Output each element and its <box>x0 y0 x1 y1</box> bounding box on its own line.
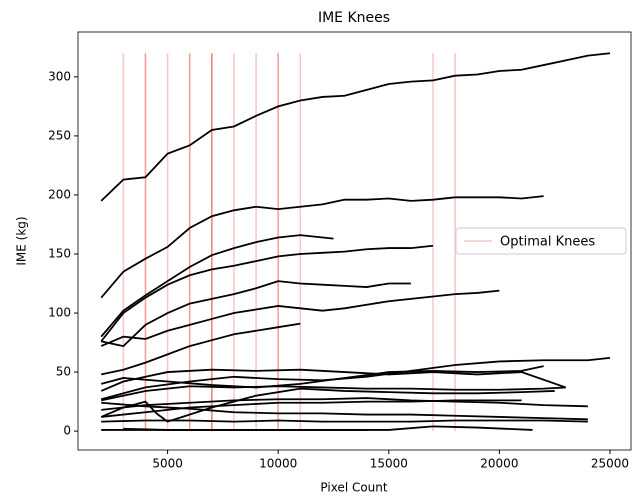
y-tick-label: 100 <box>48 306 71 320</box>
x-tick-label: 15000 <box>370 457 408 471</box>
data-line <box>100 195 544 299</box>
x-axis-label: Pixel Count <box>320 481 388 495</box>
data-line <box>100 52 611 202</box>
data-line <box>101 397 588 411</box>
data-line <box>123 425 533 431</box>
data-line <box>100 234 334 338</box>
x-tick-label: 20000 <box>480 457 518 471</box>
y-tick-label: 250 <box>48 128 71 142</box>
x-tick-label: 5000 <box>152 457 183 471</box>
data-line <box>101 401 588 421</box>
legend-label: Optimal Knees <box>500 235 595 250</box>
y-axis-label: IME (kg) <box>15 216 29 265</box>
data-line <box>101 399 522 418</box>
data-line <box>101 280 411 348</box>
data-line <box>101 385 566 402</box>
y-tick-label: 200 <box>48 187 71 201</box>
x-tick-label: 10000 <box>259 457 297 471</box>
data-line <box>101 419 588 423</box>
x-tick-label: 25000 <box>591 457 629 471</box>
y-tick-label: 150 <box>48 246 71 260</box>
data-line <box>100 365 544 389</box>
chart-title: IME Knees <box>318 10 390 26</box>
data-line <box>100 357 611 401</box>
y-tick-label: 300 <box>48 69 71 83</box>
data-line <box>100 368 567 392</box>
data-line <box>100 387 555 423</box>
data-line <box>100 289 500 347</box>
legend-box <box>455 227 627 255</box>
data-line <box>100 244 434 342</box>
data-line <box>101 322 301 376</box>
y-tick-label: 0 <box>63 424 71 438</box>
y-tick-label: 50 <box>56 365 71 379</box>
plot-frame <box>77 31 632 451</box>
